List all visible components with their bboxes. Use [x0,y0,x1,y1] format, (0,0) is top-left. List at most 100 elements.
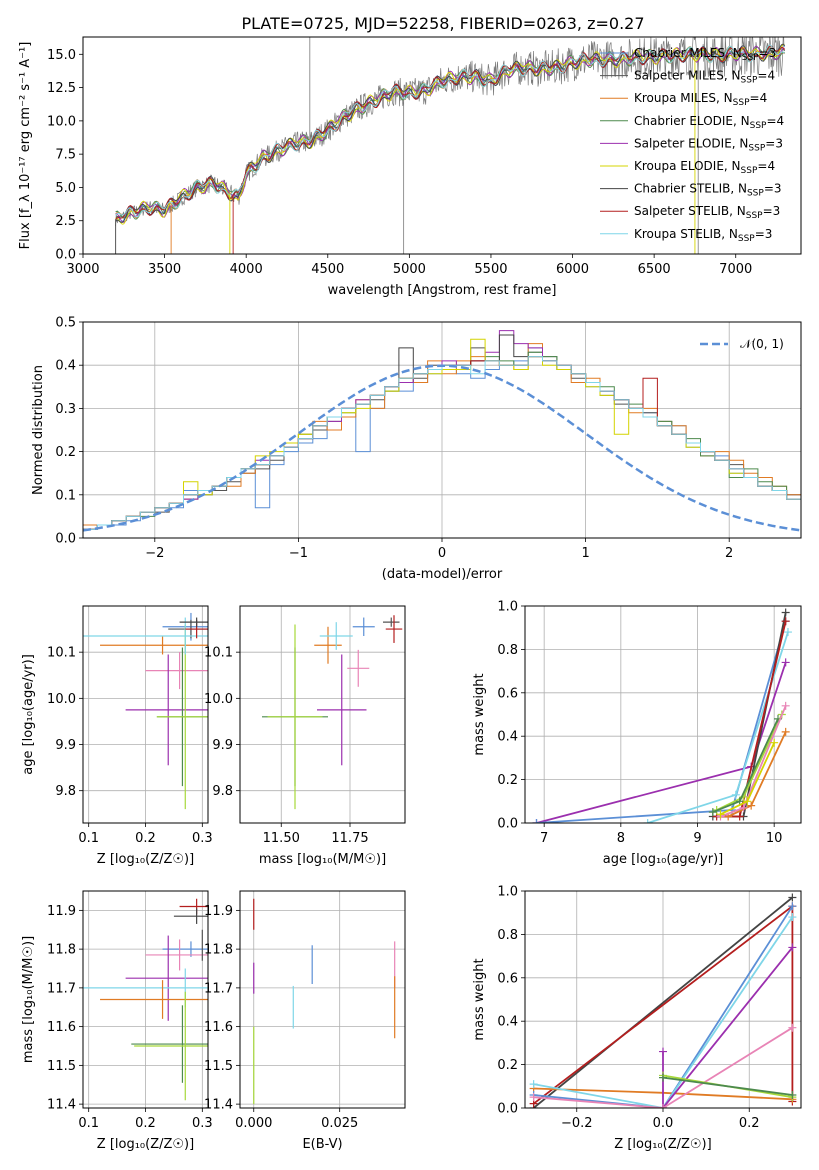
legend-label: Kroupa MILES, NSSP=4 [634,91,767,108]
errorbar-point [314,626,342,664]
tick-label-y: 9.9 [55,738,76,753]
series-marker [659,1104,667,1108]
series-salpeter-elodie [662,946,794,1108]
series-marker [781,608,790,617]
tick-label-x: 8 [617,831,625,846]
tick-label-x: 0.2 [135,831,156,846]
tick-label-x: 6500 [638,262,671,277]
y-axis-label: Normed distribution [31,365,46,495]
errorbar-point [100,980,208,1019]
tick-label-x: 0.025 [321,1116,358,1131]
series-chabrier-elodie [662,1076,793,1096]
series-chabrier-stelib [533,896,793,1108]
series-marker [788,913,797,922]
tick-label-y: 11.4 [47,1098,76,1113]
panel-residuals: −2 −1 0 1 2 0.0 0.1 0.2 0.3 0.4 0.5 (data-model)/er… [31,316,802,582]
series-marker [739,803,748,812]
tick-label-y: 1.0 [497,885,518,900]
series-marker [788,1090,797,1099]
tick-label-x: 11.75 [331,831,368,846]
tick-label-y: 0.2 [497,773,518,788]
y-axis-label: mass [log₁₀(M/M☉)] [21,936,36,1063]
tick-label-x: 0.3 [192,1116,213,1131]
errorbar-point [83,617,208,655]
tick-label-x: 3000 [66,262,99,277]
errorbar-point [352,617,375,637]
tick-label-y: 1.0 [497,600,518,615]
tick-label-y: 0.3 [55,402,76,417]
plot-area [532,608,792,823]
x-axis-label: (data-model)/error [382,567,503,582]
x-axis-label: age [log₁₀(age/yr)] [603,852,724,867]
tick-label-y: 0.2 [497,1058,518,1073]
tick-label-y: 11.7 [204,981,233,996]
errorbar-point [145,652,208,690]
tick-label-y: 0.5 [55,316,76,331]
errorbar-point [100,636,208,655]
axes-frame [82,36,802,255]
tick-label-x: 0.0 [653,1116,674,1131]
tick-label-y: 11.6 [47,1020,76,1035]
model-line [115,45,786,220]
errorbar-point [179,617,208,627]
series-marker [747,801,756,810]
tick-label-y: 11.8 [47,943,76,958]
series-marker [659,1047,667,1056]
series-marker [788,902,797,911]
series-marker [770,738,779,747]
series-marker [659,1073,667,1082]
errorbar-point [125,935,208,1021]
series-marker [788,1023,797,1032]
tick-label-y: 0.0 [497,1102,518,1117]
panel-mass-age: 11.50 11.75 9.8 9.9 10.0 10.1 mass [log₁₀(M/M☉… [204,605,406,867]
series-kroupa-stelib [647,631,789,823]
tick-label-x: 4000 [230,262,263,277]
series-marker [788,893,797,902]
x-axis-label: Z [log₁₀(Z/Z☉)] [97,852,194,867]
tick-label-y: 11.8 [204,943,233,958]
tick-label-y: 0.6 [497,686,518,701]
axes-frame [524,890,802,1109]
legend-label: Salpeter MILES, NSSP=4 [634,69,775,86]
panel-ebv-mass: 0.000 0.025 11.4 11.5 11.6 11.7 11.8 11.9 E(B-V) [204,890,406,1152]
tick-label-x: −2 [145,546,164,561]
axes-frame [239,605,406,824]
tick-label-y: 11.4 [204,1098,233,1113]
errorbar-point [319,622,353,650]
tick-label-y: 0.8 [497,928,518,943]
series-marker [743,797,752,806]
plot-area [115,37,786,254]
tick-label-x: 0.1 [78,1116,99,1131]
tick-label-x: 0.2 [739,1116,760,1131]
tick-label-x: −0.2 [561,1116,593,1131]
plot-area [253,898,396,1105]
legend-label: Chabrier MILES, NSSP=3 [634,46,776,63]
panel-z-massweight: −0.2 0.0 0.2 0.0 0.2 0.4 0.6 0.8 1.0 Z [log₁₀(Z/Z… [472,885,802,1152]
series-marker [781,658,790,667]
tick-label-y: 10.0 [204,692,233,707]
legend-label: 𝒩(0, 1) [740,337,784,351]
y-axis-label: mass weight [472,958,487,1040]
errorbar-point [383,617,400,627]
tick-label-y: 7.5 [55,148,76,163]
tick-label-y: 5.0 [55,181,76,196]
tick-label-y: 11.9 [204,904,233,919]
tick-label-x: −1 [289,546,308,561]
errorbar-point [385,615,403,643]
y-axis-label: mass weight [472,673,487,755]
errorbar-point [267,624,323,810]
axes-frame [82,321,802,539]
series-kroupa-stelib [533,916,794,1108]
tick-label-y: 0.0 [55,532,76,547]
panel-spectrum: 3000 3500 4000 4500 5000 5500 6000 6500 7000 0.0 2… [18,36,802,298]
tick-label-x: 5500 [474,262,507,277]
tick-label-y: 0.0 [497,817,518,832]
tick-label-x: 0.1 [78,831,99,846]
axes-frame [82,605,209,824]
series-marker [716,810,725,819]
tick-label-x: 0.3 [192,831,213,846]
series-marker [708,808,717,817]
tick-label-x: 7 [540,831,548,846]
tick-label-y: 9.8 [55,784,76,799]
series-marker [529,1093,538,1102]
